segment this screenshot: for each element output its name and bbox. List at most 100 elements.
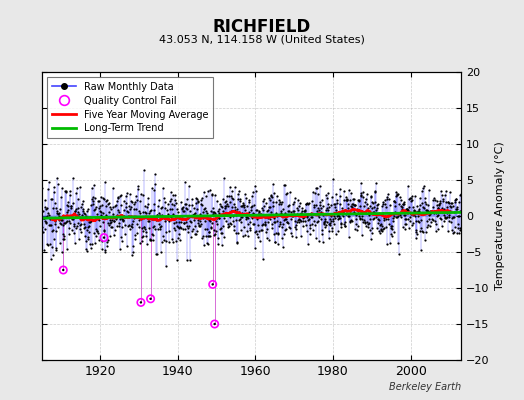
Point xyxy=(85,223,93,230)
Point xyxy=(144,201,152,207)
Point xyxy=(64,199,72,205)
Point xyxy=(123,243,131,250)
Point xyxy=(306,221,314,228)
Point xyxy=(84,224,92,230)
Point xyxy=(425,208,434,215)
Point xyxy=(187,234,195,240)
Point xyxy=(358,194,367,201)
Point xyxy=(152,215,161,221)
Point xyxy=(285,224,293,230)
Point xyxy=(399,212,408,218)
Point xyxy=(171,192,179,199)
Point xyxy=(374,200,382,207)
Point xyxy=(401,212,409,218)
Point xyxy=(440,218,449,224)
Point xyxy=(331,204,339,210)
Point xyxy=(238,201,247,208)
Point xyxy=(101,247,110,253)
Point xyxy=(287,209,295,215)
Point xyxy=(135,240,144,246)
Point xyxy=(247,212,255,219)
Point xyxy=(172,219,181,226)
Point xyxy=(217,204,226,210)
Point xyxy=(116,246,124,252)
Point xyxy=(281,209,289,216)
Point xyxy=(351,226,359,232)
Point xyxy=(292,211,300,218)
Point xyxy=(324,228,333,234)
Point xyxy=(387,225,396,231)
Point xyxy=(65,218,73,224)
Point xyxy=(138,224,146,231)
Point xyxy=(334,212,342,218)
Point xyxy=(235,188,243,194)
Point xyxy=(199,209,208,215)
Point xyxy=(303,201,312,207)
Point xyxy=(127,223,135,230)
Point xyxy=(227,195,236,201)
Point xyxy=(74,209,82,216)
Point xyxy=(443,199,452,206)
Point xyxy=(126,206,134,212)
Point xyxy=(332,190,341,197)
Point xyxy=(63,203,72,210)
Point xyxy=(397,206,406,212)
Point xyxy=(146,237,155,243)
Point xyxy=(246,204,255,210)
Point xyxy=(176,213,184,220)
Point xyxy=(391,202,399,209)
Point xyxy=(336,193,344,200)
Point xyxy=(312,235,320,241)
Point xyxy=(360,217,368,223)
Point xyxy=(87,218,95,224)
Point xyxy=(241,232,249,238)
Point xyxy=(58,248,66,255)
Point xyxy=(331,215,340,221)
Point xyxy=(392,214,401,220)
Point xyxy=(139,192,147,198)
Point xyxy=(354,197,363,203)
Point xyxy=(249,209,257,216)
Point xyxy=(121,222,129,228)
Point xyxy=(52,208,61,214)
Point xyxy=(270,215,278,222)
Point xyxy=(40,197,49,203)
Point xyxy=(221,202,230,209)
Point xyxy=(231,207,239,214)
Point xyxy=(42,220,50,226)
Point xyxy=(143,214,151,221)
Point xyxy=(54,210,62,217)
Point xyxy=(279,206,287,212)
Point xyxy=(309,189,318,195)
Point xyxy=(80,225,88,232)
Point xyxy=(194,216,202,223)
Point xyxy=(137,234,146,240)
Point xyxy=(195,222,203,228)
Point xyxy=(430,195,439,201)
Point xyxy=(442,214,451,220)
Point xyxy=(178,215,186,221)
Point xyxy=(444,199,452,205)
Point xyxy=(221,205,229,212)
Point xyxy=(97,246,106,252)
Point xyxy=(147,216,156,222)
Point xyxy=(95,204,103,211)
Point xyxy=(441,215,450,222)
Point xyxy=(135,216,144,223)
Point xyxy=(88,185,96,191)
Point xyxy=(360,203,368,210)
Point xyxy=(391,193,400,200)
Point xyxy=(217,230,225,236)
Point xyxy=(273,213,281,219)
Point xyxy=(225,214,234,220)
Point xyxy=(230,223,238,230)
Point xyxy=(374,216,383,222)
Point xyxy=(299,218,307,224)
Point xyxy=(279,220,287,227)
Point xyxy=(156,226,164,232)
Point xyxy=(43,210,52,216)
Point xyxy=(347,201,356,207)
Point xyxy=(281,227,290,233)
Point xyxy=(414,218,422,224)
Point xyxy=(209,281,217,288)
